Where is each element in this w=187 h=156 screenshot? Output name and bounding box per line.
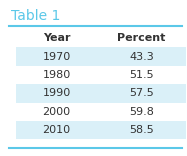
FancyBboxPatch shape [16,121,186,139]
Text: Table 1: Table 1 [11,9,60,23]
Text: 43.3: 43.3 [129,51,154,62]
FancyBboxPatch shape [16,47,186,66]
Text: 1990: 1990 [42,88,71,98]
FancyBboxPatch shape [16,66,186,84]
Text: 1970: 1970 [42,51,71,62]
Text: 58.5: 58.5 [129,125,154,135]
Text: 1980: 1980 [42,70,71,80]
Text: 57.5: 57.5 [129,88,154,98]
Text: 2000: 2000 [43,107,71,117]
FancyBboxPatch shape [16,102,186,121]
Text: 2010: 2010 [43,125,71,135]
Text: Year: Year [43,33,70,43]
Text: 59.8: 59.8 [129,107,154,117]
Text: Percent: Percent [117,33,165,43]
FancyBboxPatch shape [16,84,186,102]
Text: 51.5: 51.5 [129,70,154,80]
